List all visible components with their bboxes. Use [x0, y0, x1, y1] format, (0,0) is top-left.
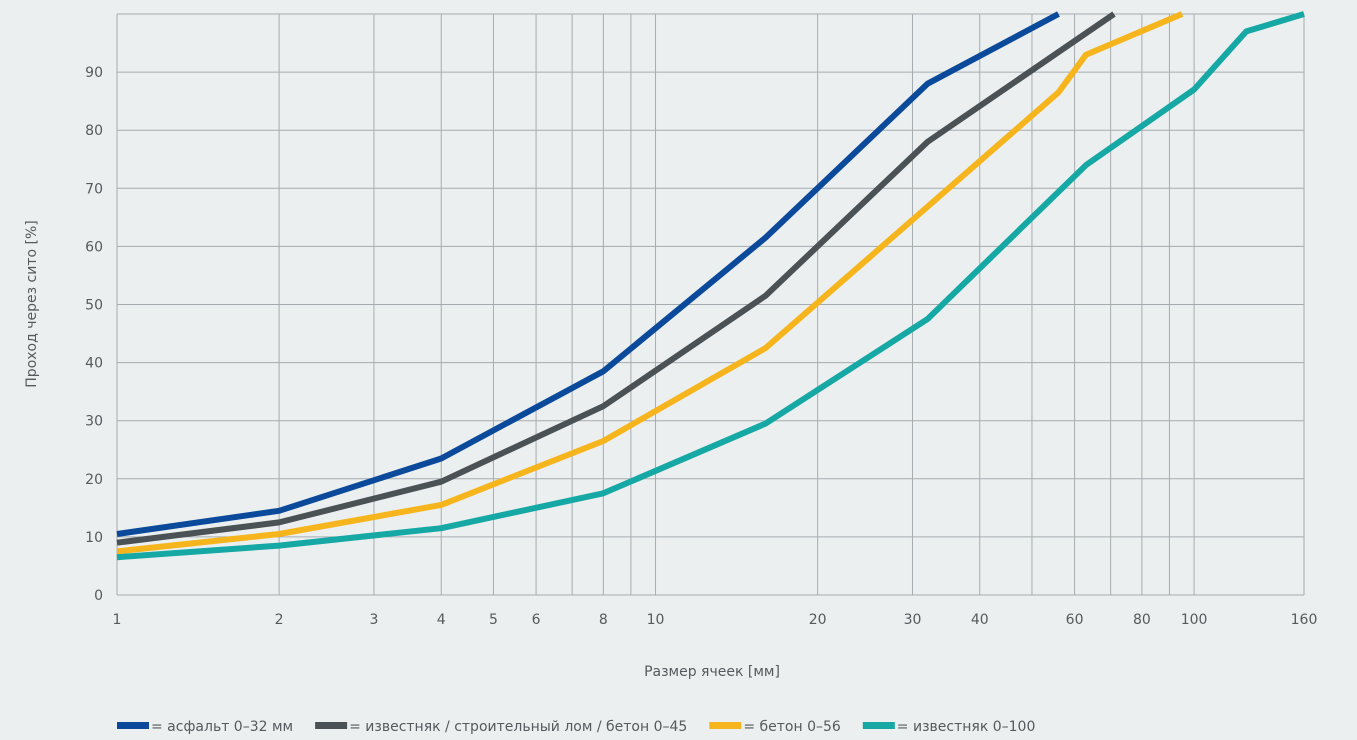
y-tick-label: 40	[85, 356, 103, 372]
y-tick-label: 30	[85, 414, 103, 430]
legend-swatch-0	[117, 722, 149, 729]
y-tick-label: 50	[85, 298, 103, 314]
legend: = асфальт 0–32 мм = известняк / строитель…	[117, 719, 1035, 735]
series-line-1	[116, 11, 1116, 546]
x-tick-label: 5	[489, 612, 498, 628]
x-axis-label: Размер ячеек [мм]	[644, 664, 780, 680]
x-tick-label: 8	[599, 612, 608, 628]
y-tick-label: 20	[85, 472, 103, 488]
x-tick-label: 160	[1291, 612, 1318, 628]
x-tick-label: 80	[1133, 612, 1151, 628]
y-tick-label: 90	[85, 65, 103, 81]
x-tick-label: 60	[1066, 612, 1084, 628]
tick-labels: 0 10 20 30 40 50 60 70 80 90 1 2 3 4 5 6 8 10 20 30 40 60 80 10…	[85, 65, 1317, 628]
series-line-2	[116, 11, 1184, 555]
y-axis-label: Проход через сито [%]	[24, 220, 40, 387]
x-tick-label: 100	[1181, 612, 1208, 628]
x-tick-label: 2	[275, 612, 284, 628]
legend-label-1: = известняк / строительный лом / бетон 0…	[349, 719, 687, 735]
y-tick-label: 80	[85, 123, 103, 139]
legend-swatch-1	[315, 722, 348, 729]
x-tick-label: 10	[647, 612, 665, 628]
x-tick-label: 3	[369, 612, 378, 628]
x-tick-label: 1	[113, 612, 122, 628]
series-line-0	[116, 11, 1060, 537]
x-tick-label: 20	[809, 612, 827, 628]
y-tick-label: 0	[94, 588, 103, 604]
y-tick-label: 60	[85, 239, 103, 255]
x-tick-label: 30	[904, 612, 922, 628]
legend-label-0: = асфальт 0–32 мм	[151, 719, 293, 735]
y-tick-label: 70	[85, 181, 103, 197]
legend-swatch-3	[862, 722, 895, 729]
series-line-3	[116, 11, 1305, 561]
legend-swatch-2	[709, 722, 742, 729]
x-tick-label: 4	[437, 612, 446, 628]
y-tick-label: 10	[85, 530, 103, 546]
legend-label-2: = бетон 0–56	[743, 719, 841, 735]
x-tick-label: 6	[532, 612, 541, 628]
legend-label-3: = известняк 0–100	[897, 719, 1036, 735]
grid	[116, 13, 1305, 596]
series-lines	[116, 11, 1305, 561]
x-tick-label: 40	[971, 612, 989, 628]
